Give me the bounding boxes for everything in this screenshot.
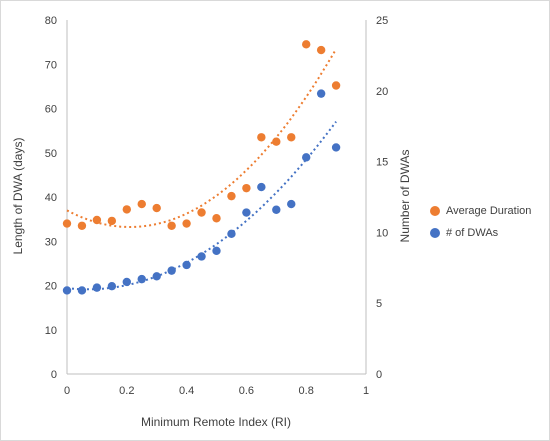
point-num-dwas xyxy=(331,143,341,152)
y-axis-right-label: Number of DWAs xyxy=(398,150,412,243)
legend-label-average-duration: Average Duration xyxy=(446,205,532,217)
y-left-tick-label: 70 xyxy=(45,59,57,71)
point-num-dwas xyxy=(152,272,161,281)
point-average-duration xyxy=(77,221,87,230)
trendline-average-duration xyxy=(66,48,337,229)
point-num-dwas xyxy=(137,274,146,284)
legend: Average Duration # of DWAs xyxy=(430,200,531,244)
y-left-tick-label: 60 xyxy=(45,104,57,116)
point-num-dwas xyxy=(257,182,266,192)
x-axis-label: Minimum Remote Index (RI) xyxy=(141,415,291,429)
y-axis-left-label: Length of DWA (days) xyxy=(11,138,25,255)
legend-marker-average-duration xyxy=(430,206,440,216)
point-average-duration xyxy=(302,40,311,49)
point-num-dwas xyxy=(182,260,191,270)
point-average-duration xyxy=(287,133,296,142)
point-average-duration xyxy=(107,216,117,226)
axes xyxy=(66,20,367,375)
y-right-tick-label: 0 xyxy=(376,369,382,381)
point-num-dwas xyxy=(62,286,72,295)
point-average-duration xyxy=(152,203,161,213)
point-average-duration xyxy=(257,133,266,142)
point-num-dwas xyxy=(107,282,117,291)
legend-item-num-dwas: # of DWAs xyxy=(430,222,531,244)
x-tick-label: 0.6 xyxy=(239,385,254,397)
y-left-tick-label: 40 xyxy=(45,192,57,204)
point-num-dwas xyxy=(77,286,87,295)
point-average-duration xyxy=(167,221,176,230)
point-average-duration xyxy=(92,215,102,225)
tick-labels: 0 0.2 0.4 0.6 0.8 101020304050607080051015202… xyxy=(45,15,389,397)
point-average-duration xyxy=(331,81,341,90)
y-left-tick-label: 50 xyxy=(45,148,57,160)
x-tick-label: 0 xyxy=(64,385,70,397)
y-left-tick-label: 30 xyxy=(45,236,57,248)
y-left-tick-label: 20 xyxy=(45,281,57,293)
y-left-tick-label: 0 xyxy=(51,369,57,381)
point-num-dwas xyxy=(316,89,326,98)
point-num-dwas xyxy=(212,246,221,256)
point-average-duration xyxy=(182,219,191,228)
x-tick-label: 0.2 xyxy=(119,385,134,397)
point-average-duration xyxy=(316,45,326,55)
y-right-tick-label: 25 xyxy=(376,15,388,27)
point-num-dwas xyxy=(302,153,311,162)
point-num-dwas xyxy=(287,199,296,209)
point-average-duration xyxy=(197,208,206,217)
point-average-duration xyxy=(62,219,72,228)
y-right-tick-label: 15 xyxy=(376,157,388,169)
point-num-dwas xyxy=(242,208,251,217)
y-right-tick-label: 10 xyxy=(376,227,388,239)
point-average-duration xyxy=(272,137,281,146)
point-average-duration xyxy=(227,191,236,201)
point-average-duration xyxy=(212,214,221,223)
point-num-dwas xyxy=(167,266,176,275)
y-right-tick-label: 5 xyxy=(376,298,382,310)
point-num-dwas xyxy=(92,283,102,292)
x-tick-label: 1 xyxy=(363,385,369,397)
legend-item-average-duration: Average Duration xyxy=(430,200,531,222)
point-num-dwas xyxy=(272,205,281,214)
y-left-tick-label: 80 xyxy=(45,15,57,27)
legend-marker-num-dwas xyxy=(430,228,440,238)
point-average-duration xyxy=(122,205,131,214)
y-right-tick-label: 20 xyxy=(376,86,388,98)
y-left-tick-label: 10 xyxy=(45,325,57,337)
point-num-dwas xyxy=(227,229,236,239)
data-points xyxy=(62,40,341,295)
point-num-dwas xyxy=(197,252,206,261)
point-average-duration xyxy=(137,199,146,209)
x-tick-label: 0.4 xyxy=(179,385,194,397)
legend-label-num-dwas: # of DWAs xyxy=(446,227,499,239)
point-num-dwas xyxy=(122,277,131,287)
x-tick-label: 0.8 xyxy=(299,385,314,397)
point-average-duration xyxy=(242,183,251,193)
